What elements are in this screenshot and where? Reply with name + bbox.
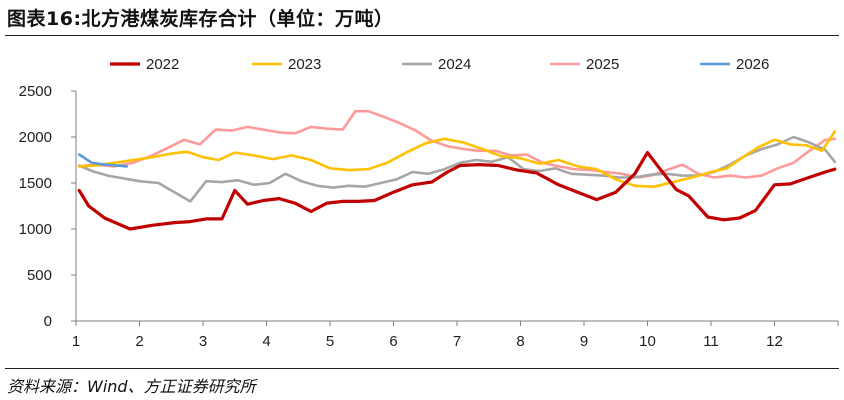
- chart-title: 图表16:北方港煤炭库存合计（单位：万吨）: [7, 8, 394, 30]
- series-line-2026: [77, 153, 129, 168]
- legend-label-2023: 2023: [288, 56, 321, 73]
- title-divider: [5, 35, 839, 36]
- x-axis: 1 2 3 4 5 6 7 8 9 10 11 12: [72, 320, 839, 350]
- line-chart: 2022 2023 2024 2025 2026 0500100015002000250…: [19, 56, 839, 350]
- legend-label-2025: 2025: [586, 56, 619, 73]
- x-tick-label: 8: [516, 333, 524, 350]
- x-tick-label: 10: [639, 333, 656, 350]
- y-tick-label: 1500: [19, 175, 52, 192]
- x-tick-label: 2: [135, 333, 143, 350]
- y-tick-label: 500: [27, 267, 52, 284]
- legend-label-2022: 2022: [146, 56, 179, 73]
- x-tick-label: 3: [199, 333, 207, 350]
- x-tick-label: 4: [262, 333, 270, 350]
- legend-label-2024: 2024: [438, 56, 471, 73]
- x-tick-label: 9: [580, 333, 588, 350]
- x-tick-label: 12: [766, 333, 783, 350]
- series-line-2022: [77, 151, 837, 231]
- series-layer: [77, 109, 837, 231]
- y-axis: 0 500 1000 1500 2000 2500: [19, 83, 77, 330]
- x-tick-label: 5: [326, 333, 334, 350]
- x-tick-label: 6: [389, 333, 397, 350]
- y-tick-label: 0: [44, 313, 52, 330]
- chart-legend: 2022 2023 2024 2025 2026: [110, 56, 769, 73]
- x-tick-label: 1: [72, 333, 80, 350]
- series-line-2023: [77, 130, 837, 188]
- x-tick-label: 11: [703, 333, 719, 350]
- y-tick-label: 2500: [19, 83, 52, 100]
- legend-label-2026: 2026: [736, 56, 769, 73]
- y-tick-label: 1000: [19, 221, 52, 238]
- x-tick-label: 7: [453, 333, 461, 350]
- source-divider: [5, 368, 839, 369]
- y-tick-label: 2000: [19, 129, 52, 146]
- series-line-2025: [77, 109, 837, 179]
- source-note: 资料来源：Wind、方正证券研究所: [7, 377, 256, 396]
